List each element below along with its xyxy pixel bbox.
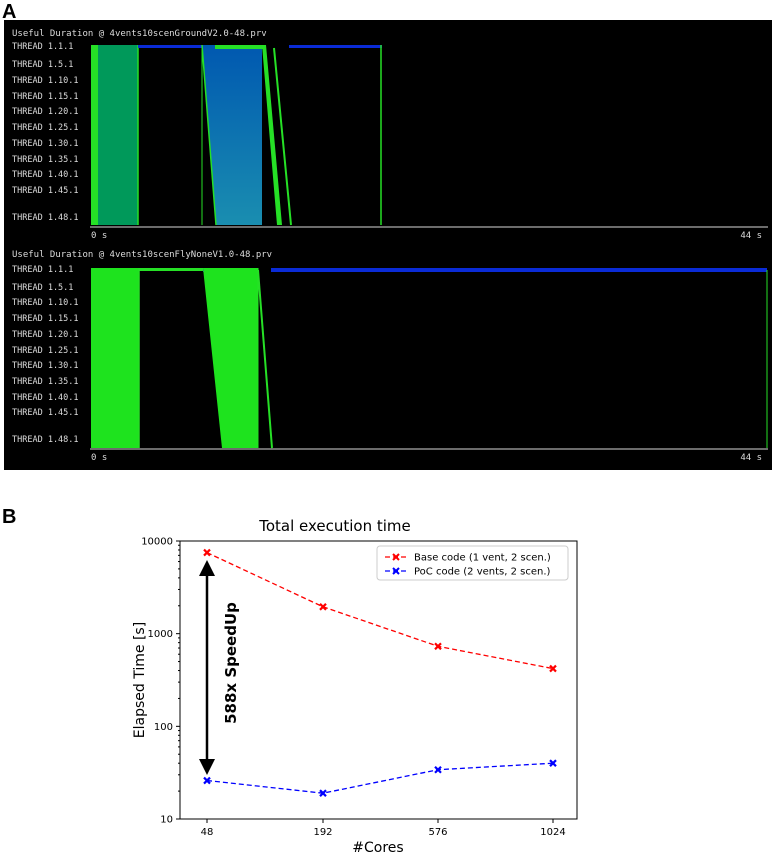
time-end: 44 s [740, 231, 762, 241]
time-end: 44 s [740, 453, 762, 463]
y-tick-label: 1000 [148, 629, 173, 640]
y-tick-label: 10 [160, 815, 173, 826]
thread-label: THREAD 1.30.1 [12, 361, 79, 371]
useful-region [203, 268, 258, 448]
series [203, 548, 557, 797]
series-line [206, 552, 554, 670]
thread-label: THREAD 1.40.1 [12, 170, 79, 180]
time-start: 0 s [91, 453, 107, 463]
y-axis: 10 100 1000 10000 [141, 537, 180, 826]
x-tick-label: 48 [201, 827, 214, 838]
x-tick-label: 576 [428, 827, 447, 838]
thread-label: THREAD 1.25.1 [12, 123, 79, 133]
chart-title: Total execution time [258, 517, 411, 535]
arrow-up-icon [199, 560, 215, 576]
burst-edge [201, 44, 217, 226]
data-point [203, 548, 211, 557]
trace-title: Useful Duration @ 4vents10scenGroundV2.0… [12, 29, 267, 39]
sparse-bar [138, 45, 202, 48]
arrow-down-icon [199, 759, 215, 775]
series-line [206, 762, 554, 794]
sparse-bar [139, 268, 203, 271]
data-point [434, 765, 442, 774]
thread-label: THREAD 1.25.1 [12, 346, 79, 356]
data-point [319, 603, 327, 611]
thread-label: THREAD 1.48.1 [12, 213, 79, 223]
x-tick-label: 192 [313, 827, 332, 838]
useful-region [91, 268, 139, 448]
thread-label: THREAD 1.45.1 [12, 186, 79, 196]
burst-edge [262, 45, 282, 225]
x-tick-label: 1024 [540, 827, 565, 838]
y-axis-label: Elapsed Time [s] [132, 622, 148, 738]
legend-label: PoC code (2 vents, 2 scen.) [414, 567, 551, 578]
thread-label: THREAD 1.45.1 [12, 408, 79, 418]
panel-b-label: B [2, 506, 16, 528]
legend-marker [392, 567, 400, 575]
thread-label: THREAD 1.35.1 [12, 377, 79, 387]
thread-label: THREAD 1.1.1 [12, 265, 73, 275]
legend-box [376, 545, 569, 581]
thread-label: THREAD 1.30.1 [12, 139, 79, 149]
x-axis: 48 192 576 1024 [201, 819, 566, 838]
thread-labels: THREAD 1.1.1 THREAD 1.5.1 THREAD 1.10.1 THR… [12, 265, 79, 445]
thread-label: THREAD 1.1.1 [12, 42, 73, 52]
data-point [549, 759, 557, 767]
trace-1: Useful Duration @ 4vents10scenGroundV2.0… [12, 29, 768, 241]
y-tick-label: 10000 [141, 537, 173, 548]
burst-edge [273, 47, 292, 226]
speedup-annotation: 588x SpeedUp [199, 560, 240, 775]
thread-label: THREAD 1.20.1 [12, 330, 79, 340]
thread-label: THREAD 1.35.1 [12, 155, 79, 165]
thread-label: THREAD 1.5.1 [12, 60, 73, 70]
data-point [549, 664, 557, 673]
plot-area [179, 540, 578, 820]
thread-label: THREAD 1.5.1 [12, 283, 73, 293]
data-point [203, 776, 211, 785]
thread-label: THREAD 1.10.1 [12, 298, 79, 308]
legend: Base code (1 vent, 2 scen.) PoC code (2 v… [376, 545, 569, 581]
data-point [434, 642, 442, 651]
sparse-bar [215, 45, 263, 49]
useful-region [91, 45, 138, 225]
thread-label: THREAD 1.15.1 [12, 92, 79, 102]
thread-label: THREAD 1.48.1 [12, 435, 79, 445]
data-point [319, 789, 327, 797]
sparse-bar [289, 45, 382, 48]
trace-timeline [91, 268, 768, 449]
speedup-label: 588x SpeedUp [222, 602, 240, 724]
trace-title: Useful Duration @ 4vents10scenFlyNoneV1.… [12, 250, 272, 260]
thread-label: THREAD 1.10.1 [12, 76, 79, 86]
useful-region [202, 45, 262, 225]
sparse-bar [271, 268, 767, 272]
trace-2: Useful Duration @ 4vents10scenFlyNoneV1.… [12, 250, 768, 463]
legend-marker [392, 553, 400, 561]
thread-label: THREAD 1.15.1 [12, 314, 79, 324]
thread-label: THREAD 1.20.1 [12, 107, 79, 117]
trace-timeline [91, 44, 382, 226]
thread-labels: THREAD 1.1.1 THREAD 1.5.1 THREAD 1.10.1 THR… [12, 42, 79, 223]
burst-edge [257, 269, 273, 449]
legend-label: Base code (1 vent, 2 scen.) [414, 553, 551, 564]
x-axis-label: #Cores [352, 840, 403, 854]
useful-region [91, 45, 98, 225]
panel-a-label: A [2, 1, 16, 23]
time-start: 0 s [91, 231, 107, 241]
y-tick-label: 100 [154, 722, 173, 733]
thread-label: THREAD 1.40.1 [12, 393, 79, 403]
